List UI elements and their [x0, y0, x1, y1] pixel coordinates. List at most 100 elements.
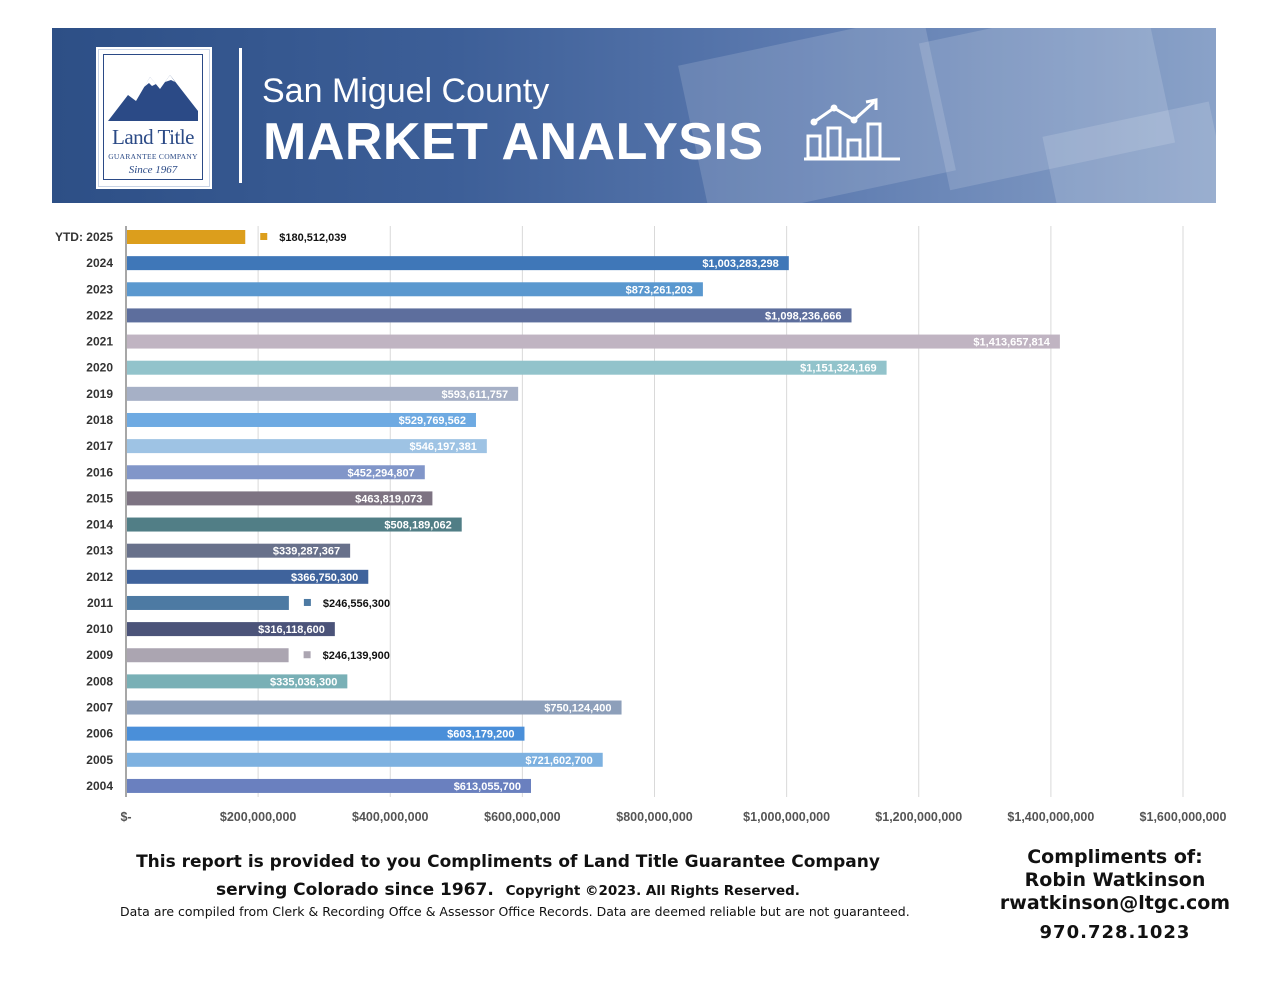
contact-phone[interactable]: 970.728.1023 — [1039, 922, 1191, 943]
bar — [127, 648, 289, 663]
bar — [127, 334, 1060, 349]
header-divider — [239, 48, 242, 183]
bar — [127, 256, 789, 271]
data-label: $452,294,807 — [348, 467, 415, 479]
data-label: $316,118,600 — [258, 624, 325, 636]
bar — [127, 726, 525, 741]
footer-line-2: serving Colorado since 1967. Copyright ©… — [90, 876, 926, 905]
x-tick-label: $1,200,000,000 — [875, 810, 962, 824]
y-category-label: 2012 — [86, 570, 113, 584]
footer-statement: This report is provided to you Complimen… — [90, 848, 926, 905]
y-category-label: 2021 — [86, 335, 113, 349]
y-category-label: 2011 — [87, 596, 113, 610]
x-tick-label: $800,000,000 — [616, 810, 693, 824]
y-category-label: 2013 — [86, 544, 113, 558]
bar — [127, 752, 603, 767]
x-tick-label: $1,400,000,000 — [1007, 810, 1094, 824]
bar — [127, 386, 519, 401]
x-axis: $- $200,000,000 $400,000,000 $600,000,000 $8… — [120, 810, 1226, 824]
x-tick-label: $1,000,000,000 — [743, 810, 830, 824]
y-category-label: 2007 — [86, 701, 113, 715]
county-name: San Miguel County — [262, 72, 550, 110]
bar — [127, 282, 703, 297]
y-category-label: 2009 — [86, 648, 113, 662]
x-tick-label: $- — [120, 810, 131, 824]
data-label: $613,055,700 — [454, 781, 521, 793]
contact-email[interactable]: rwatkinson@ltgc.com — [999, 892, 1231, 914]
logo-sub-text: GUARANTEE COMPANY — [108, 152, 198, 161]
data-label: $508,189,062 — [384, 520, 451, 532]
bar — [127, 543, 351, 558]
x-tick-label: $1,600,000,000 — [1140, 810, 1227, 824]
y-category-label: YTD: 2025 — [55, 230, 113, 244]
footer-copyright: Copyright ©2023. All Rights Reserved. — [505, 883, 800, 899]
bar — [127, 517, 462, 532]
contact-name: Robin Watkinson — [1024, 869, 1206, 891]
y-category-label: 2006 — [86, 727, 113, 741]
data-label: $593,611,757 — [441, 389, 508, 401]
data-label: $721,602,700 — [525, 755, 592, 767]
y-category-label: 2010 — [86, 622, 113, 636]
growth-chart-icon — [804, 98, 900, 161]
data-label: $750,124,400 — [544, 703, 611, 715]
bars — [127, 230, 1060, 793]
report-title: MARKET ANALYSIS — [263, 113, 764, 171]
y-category-label: 2022 — [86, 308, 113, 322]
y-category-label: 2015 — [86, 491, 113, 505]
label-marker — [260, 233, 268, 240]
data-label: $180,512,039 — [279, 232, 346, 244]
footer-disclaimer: Data are compiled from Clerk & Recording… — [120, 904, 910, 919]
logo-brand-text: Land Title — [112, 125, 194, 149]
y-category-label: 2019 — [86, 387, 113, 401]
y-category-label: 2005 — [86, 753, 113, 767]
bar — [127, 308, 852, 323]
bar — [127, 622, 335, 637]
data-label: $339,287,367 — [273, 546, 340, 558]
data-label: $529,769,562 — [399, 415, 466, 427]
y-category-label: 2017 — [86, 439, 113, 453]
data-label: $603,179,200 — [447, 729, 514, 741]
bar — [127, 412, 476, 427]
data-label: $1,098,236,666 — [765, 310, 841, 322]
bar — [127, 569, 369, 584]
y-category-label: 2024 — [86, 256, 113, 270]
bar — [127, 439, 487, 454]
sales-volume-chart: $- $200,000,000 $400,000,000 $600,000,000 $8… — [55, 226, 1226, 824]
bar — [127, 778, 531, 793]
data-label: $1,003,283,298 — [702, 258, 778, 270]
data-label: $873,261,203 — [626, 284, 693, 296]
bar — [127, 674, 348, 689]
x-tick-label: $400,000,000 — [352, 810, 429, 824]
y-category-label: 2023 — [86, 282, 113, 296]
data-label: $463,819,073 — [355, 493, 422, 505]
bar — [127, 595, 289, 610]
company-logo: Land Title GUARANTEE COMPANY Since 1967 — [96, 47, 212, 189]
data-label: $1,151,324,169 — [800, 363, 876, 375]
data-label: $246,139,900 — [323, 650, 390, 662]
y-category-label: 2008 — [86, 674, 113, 688]
contact-heading: Compliments of: — [1027, 846, 1203, 868]
x-tick-label: $600,000,000 — [484, 810, 561, 824]
bar — [127, 491, 433, 506]
data-label: $546,197,381 — [410, 441, 477, 453]
y-category-label: 2016 — [86, 465, 113, 479]
data-label: $335,036,300 — [270, 676, 337, 688]
y-axis: YTD: 2025 2024 2023 2022 2021 2020 2019 2018 201… — [55, 230, 113, 793]
y-category-label: 2014 — [86, 518, 113, 532]
data-label: $246,556,300 — [323, 598, 390, 610]
footer-line-2-text: serving Colorado since 1967. — [216, 880, 494, 900]
y-category-label: 2004 — [86, 779, 113, 793]
label-marker — [303, 598, 311, 606]
contact-block: Compliments of: Robin Watkinson rwatkins… — [990, 846, 1240, 944]
y-category-label: 2018 — [86, 413, 113, 427]
data-labels: $180,512,039 $1,003,283,298 $873,261,203 $1… — [258, 232, 1051, 793]
header-banner: Land Title GUARANTEE COMPANY Since 1967 … — [52, 28, 1216, 203]
bar — [127, 230, 246, 244]
x-tick-label: $200,000,000 — [220, 810, 297, 824]
bar — [127, 700, 622, 715]
label-marker — [303, 651, 311, 659]
bar — [127, 465, 425, 480]
data-label: $1,413,657,814 — [973, 337, 1050, 349]
footer-line-1: This report is provided to you Complimen… — [136, 852, 880, 872]
bar — [127, 360, 887, 375]
